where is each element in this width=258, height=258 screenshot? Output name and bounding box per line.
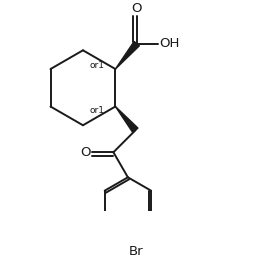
Polygon shape [115,42,139,69]
Text: O: O [132,2,142,15]
Text: or1: or1 [90,61,105,70]
Polygon shape [115,107,138,133]
Text: Br: Br [129,245,143,258]
Text: or1: or1 [90,106,105,115]
Text: OH: OH [159,37,180,50]
Text: O: O [80,146,91,159]
